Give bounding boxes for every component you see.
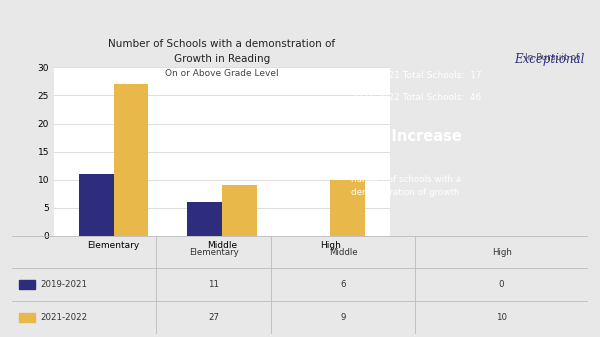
Text: On or Above Grade Level: On or Above Grade Level	[165, 68, 279, 78]
Text: 2019-2021: 2019-2021	[41, 280, 88, 289]
Text: 10: 10	[496, 313, 507, 322]
Bar	[19, 313, 35, 322]
Text: 9: 9	[341, 313, 346, 322]
Bar	[19, 280, 35, 289]
Text: Number of Schools with a demonstration of: Number of Schools with a demonstration o…	[109, 39, 335, 49]
Text: 11: 11	[208, 280, 219, 289]
Text: 2021-2022 Total Schools:  46: 2021-2022 Total Schools: 46	[350, 93, 481, 102]
Text: Growth in Reading: Growth in Reading	[174, 54, 270, 64]
Bar	[79, 174, 113, 236]
Text: 2021-2022: 2021-2022	[41, 313, 88, 322]
Text: 2019-2021 Total Schools:  17: 2019-2021 Total Schools: 17	[350, 70, 481, 80]
Bar	[187, 202, 222, 236]
Text: 6: 6	[340, 280, 346, 289]
Text: Exceptional: Exceptional	[515, 54, 585, 66]
Text: 58% Increase: 58% Increase	[350, 129, 461, 144]
Bar	[113, 84, 148, 236]
Bar	[222, 185, 257, 236]
Text: in the
number of schools with a
demonstration of growth: in the number of schools with a demonstr…	[350, 162, 461, 196]
Bar	[331, 180, 365, 236]
Text: 0: 0	[499, 280, 505, 289]
Text: High: High	[491, 248, 512, 257]
Text: Middle: Middle	[329, 248, 358, 257]
Text: Elementary: Elementary	[189, 248, 238, 257]
Text: 27: 27	[208, 313, 219, 322]
Text: In Pursuit of: In Pursuit of	[525, 53, 582, 62]
